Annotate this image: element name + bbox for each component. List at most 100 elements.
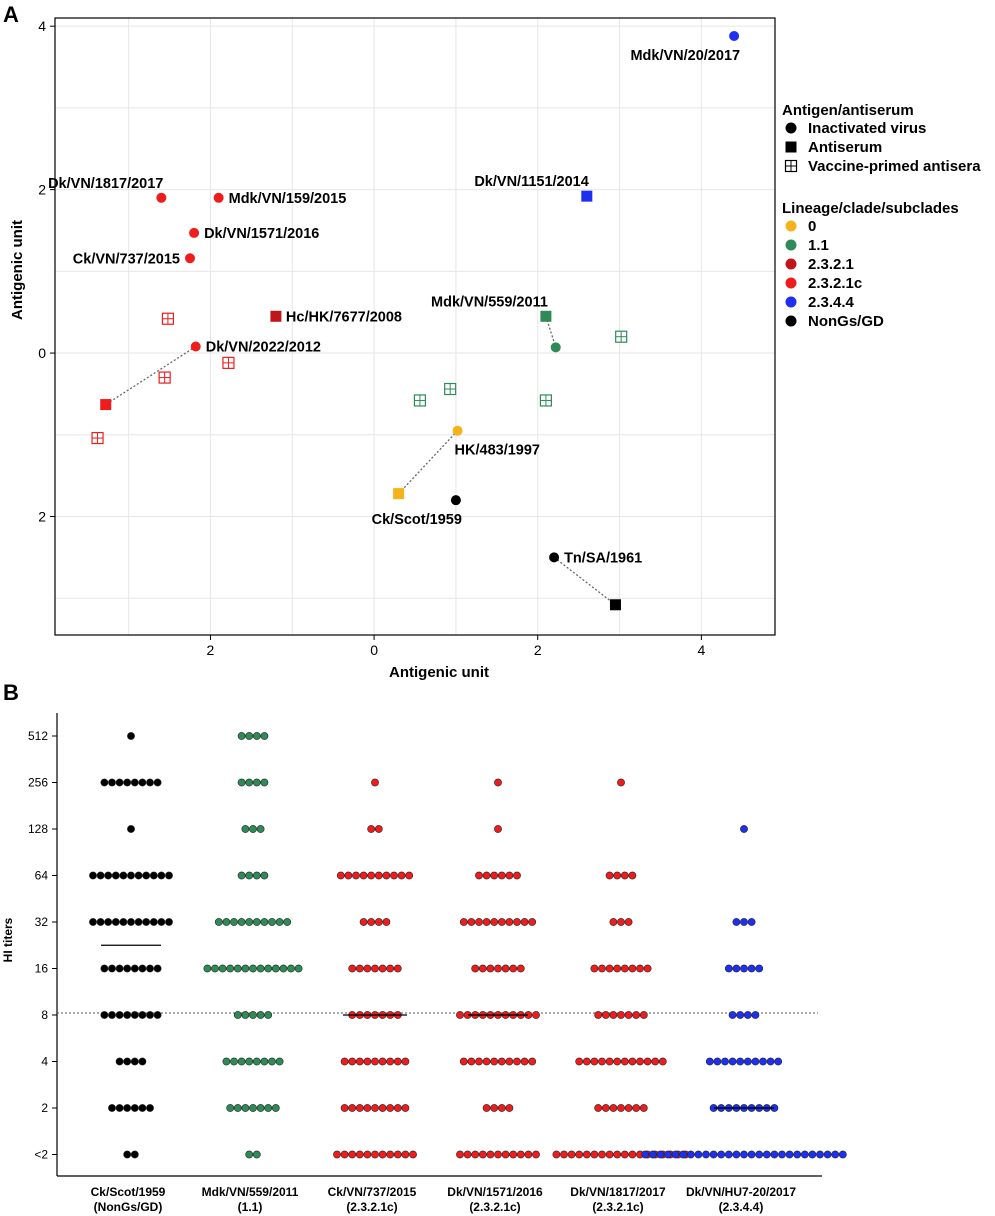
titer-dot [275, 918, 284, 926]
titer-dot [142, 871, 151, 880]
titer-dot [241, 1011, 250, 1019]
titer-dot [620, 1150, 629, 1159]
titer-tick-label: 16 [35, 962, 49, 976]
legend-square-swatch [785, 141, 797, 153]
titer-dot [397, 871, 406, 880]
titer-tick-label: 256 [28, 776, 48, 790]
titer-dot [393, 1057, 402, 1066]
y-tick-label: 2 [38, 182, 46, 198]
titer-dot [743, 1011, 752, 1019]
point-virus-dk-vn-1817-2017 [156, 192, 167, 203]
point-label-dk-vn-1817-2017: Dk/VN/1817/2017 [48, 176, 163, 192]
titer-dot [747, 964, 756, 973]
titer-dot [371, 1150, 379, 1159]
point-antiserum-hc-hk-7677-2008 [270, 310, 282, 322]
y-tick-label: 0 [38, 345, 46, 361]
titer-dot [165, 871, 173, 880]
titer-dot [639, 1104, 648, 1112]
titer-dot [728, 1057, 737, 1066]
point-virus-dk-vn-2022-2012 [190, 341, 201, 352]
titer-dot [153, 1011, 162, 1019]
titer-dot [628, 1057, 637, 1066]
titer-dot [123, 1057, 132, 1066]
titer-dot [390, 871, 398, 880]
titer-dot [264, 1104, 273, 1112]
titer-dot [520, 918, 529, 926]
titer-dot [249, 964, 257, 973]
link-line [398, 430, 459, 495]
legend-clade-swatch [785, 239, 797, 251]
panel-a-y-ticks: 4 2 0 2 [38, 18, 55, 525]
titer-dot [732, 1150, 741, 1159]
titer-dot [138, 964, 147, 973]
titer-dot [237, 778, 246, 787]
titer-dot [520, 1057, 529, 1066]
titer-dot [393, 1104, 402, 1112]
titer-dot [528, 918, 537, 926]
titer-dot [609, 1011, 618, 1019]
panel-a-links [105, 316, 616, 606]
titer-dot [230, 1057, 238, 1066]
titer-dot [401, 1150, 410, 1159]
titer-dot [134, 871, 143, 880]
titer-dot [482, 871, 491, 880]
titer-dot [127, 732, 135, 740]
titer-dot [567, 1150, 576, 1159]
panel-a-x-axis-title: Antigenic unit [389, 664, 489, 681]
titer-dot [355, 1057, 364, 1066]
titer-dot [494, 1150, 502, 1159]
legend-shape-items: Inactivated virus Antiserum Vaccine-primed… [784, 120, 981, 175]
titer-tick-label: 4 [41, 1055, 48, 1069]
titer-dot [736, 1011, 745, 1019]
titer-dot [747, 1150, 756, 1159]
titer-dot [100, 964, 109, 973]
titer-dot [393, 1150, 402, 1159]
titer-dot [560, 1150, 568, 1159]
titer-dot [393, 964, 402, 973]
titer-dot [249, 825, 257, 833]
titer-dot [598, 1150, 606, 1159]
titer-dot [245, 732, 254, 740]
point-virus-mdk-vn-159-2015 [213, 192, 224, 203]
titer-dot [222, 918, 231, 926]
titer-dot [119, 871, 128, 880]
titer-dot [283, 918, 292, 926]
titer-dot [505, 1057, 514, 1066]
titer-dot [471, 964, 480, 973]
point-label-hk-483-1997: HK/483/1997 [455, 443, 540, 459]
titer-dot [505, 918, 514, 926]
titer-dot [751, 1057, 760, 1066]
titer-dot [237, 1057, 246, 1066]
group-name-label: Dk/VN/1817/2017 [570, 1185, 666, 1199]
panel-b-y-ticks: 512 256 128 64 32 16 8 4 2 <2 [28, 729, 57, 1162]
titer-tick-label: 2 [41, 1101, 48, 1115]
titer-dot [130, 964, 139, 973]
titer-dot [405, 871, 414, 880]
titer-dot [516, 1150, 525, 1159]
titer-dot [762, 1150, 771, 1159]
titer-dot [260, 778, 269, 787]
titer-dot [367, 825, 376, 833]
titer-dot [256, 1011, 265, 1019]
titer-dot [490, 918, 499, 926]
titer-dot [494, 964, 502, 973]
titer-dot [609, 1104, 618, 1112]
panel-a-grid [55, 18, 775, 635]
titer-dot [467, 918, 476, 926]
titer-dot [264, 964, 273, 973]
titer-dot [123, 778, 132, 787]
group-name-label: Dk/VN/1571/2016 [447, 1185, 543, 1199]
titer-dot [636, 964, 644, 973]
point-label-tn-sa-1961: Tn/SA/1961 [564, 550, 642, 566]
titer-dot [374, 871, 383, 880]
titer-dot [740, 1150, 748, 1159]
point-antiserum-dk-vn-1151-2014 [581, 190, 593, 202]
point-antiserum-p-nongs-sera [609, 599, 621, 611]
titer-dot [233, 1104, 242, 1112]
titer-dot [123, 1104, 132, 1112]
point-label-ck-scot-1959: Ck/Scot/1959 [372, 512, 462, 528]
titer-dot [705, 1057, 714, 1066]
titer-dot [146, 778, 154, 787]
titer-dot [245, 871, 254, 880]
